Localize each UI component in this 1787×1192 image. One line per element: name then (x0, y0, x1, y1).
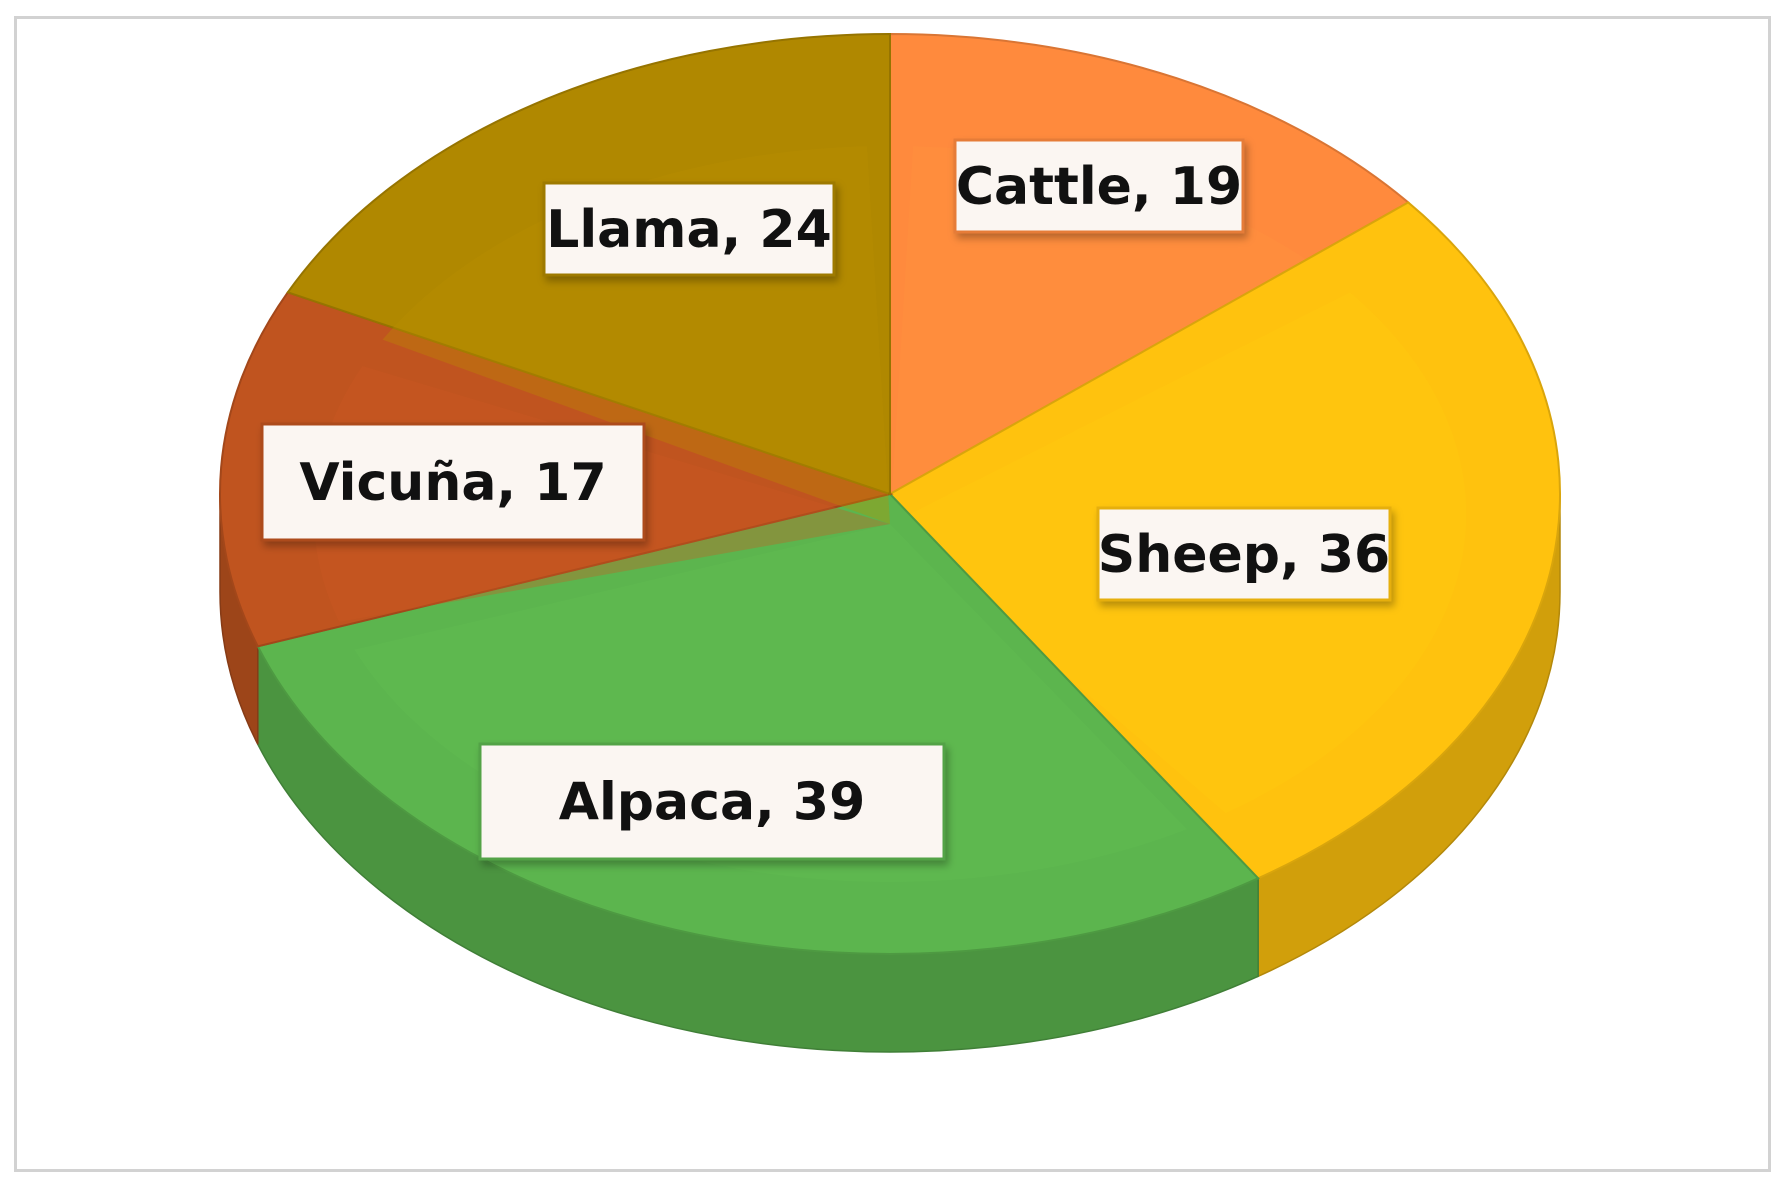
pie-slice-bevel (890, 146, 1321, 524)
data-label-text: Alpaca, 39 (559, 773, 866, 833)
data-label-box (478, 742, 946, 861)
data-label-sheep: Sheep, 36 (1096, 506, 1392, 602)
data-label-text: Cattle, 19 (956, 157, 1242, 217)
data-label-text: Llama, 24 (546, 200, 832, 260)
data-label-box (1096, 506, 1392, 602)
data-label-alpaca: Alpaca, 39 (478, 742, 946, 861)
data-label-text: Sheep, 36 (1098, 525, 1390, 585)
data-label-text: Vicuña, 17 (299, 453, 606, 513)
data-label-box (953, 138, 1245, 234)
data-label-llama: Llama, 24 (542, 181, 836, 277)
data-label-box (260, 422, 646, 542)
data-label-cattle: Cattle, 19 (953, 138, 1245, 234)
data-label-vicua: Vicuña, 17 (260, 422, 646, 542)
data-label-box (542, 181, 836, 277)
data-labels: Cattle, 19 Sheep, 36 Alpaca, 39 Vicuña, 17 L… (260, 138, 1392, 861)
